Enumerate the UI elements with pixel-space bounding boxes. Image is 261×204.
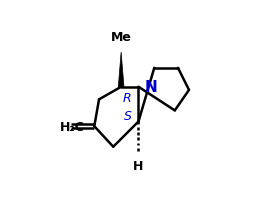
Text: R: R [123,92,132,105]
Text: N: N [145,80,158,95]
Text: Me: Me [111,31,132,43]
Text: S: S [123,109,131,122]
Polygon shape [118,53,124,87]
Text: H₂C: H₂C [60,120,85,133]
Text: H: H [133,159,144,172]
